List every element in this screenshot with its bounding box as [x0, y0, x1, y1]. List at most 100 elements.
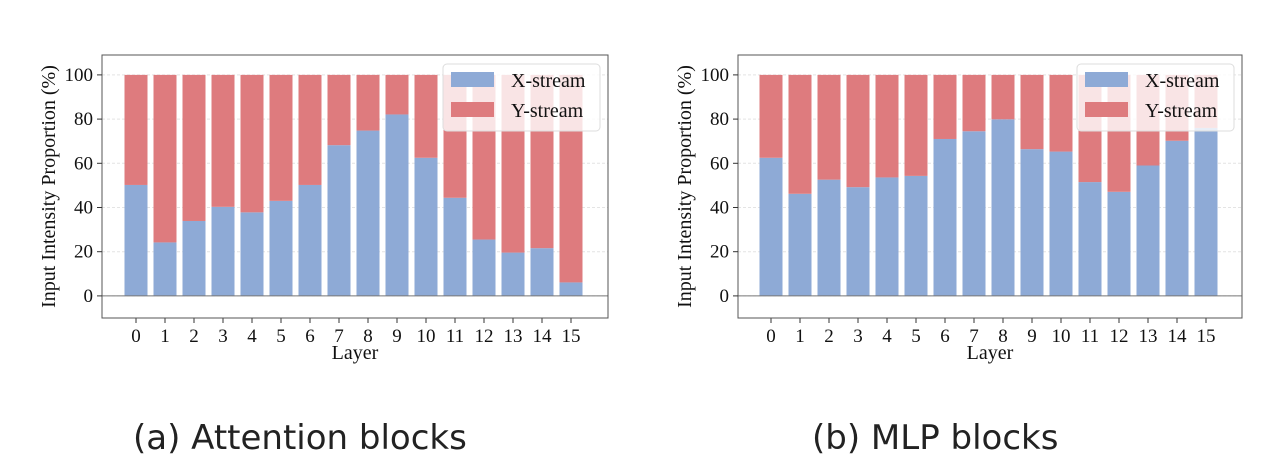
x-tick-label: 13	[504, 326, 523, 347]
bar-x-stream-7	[327, 145, 351, 296]
y-tick-label: 40	[74, 197, 93, 218]
x-tick-label: 14	[533, 326, 553, 347]
x-tick-label: 6	[305, 326, 315, 347]
x-tick-label: 5	[276, 326, 286, 347]
x-tick-label: 0	[766, 326, 776, 347]
bar-x-stream-9	[1020, 149, 1044, 296]
x-tick-label: 2	[824, 326, 834, 347]
chart-panel-1: 0 1 2 3 4 5 6 7 8 9 10 11 12 13 14 15020406080100LayerI…	[674, 54, 1243, 364]
bar-y-stream-4	[240, 74, 264, 213]
axes-frame	[101, 54, 609, 319]
bar-y-stream-4	[875, 74, 899, 178]
bar-x-stream-12	[472, 239, 496, 296]
x-tick-label: 13	[1139, 326, 1158, 347]
bar-y-stream-6	[933, 74, 957, 139]
bar-y-stream-2	[817, 74, 841, 180]
y-tick-label: 100	[65, 65, 94, 86]
legend: X-stream Y-stream	[1076, 63, 1235, 132]
y-tick-label: 0	[720, 286, 730, 307]
y-tick-label: 0	[84, 286, 94, 307]
bar-y-stream-1	[153, 74, 177, 243]
y-tick-label: 40	[710, 197, 729, 218]
x-tick-label: 15	[1197, 326, 1216, 347]
bar-y-stream-5	[904, 74, 928, 176]
bar-x-stream-13	[501, 252, 525, 296]
bar-x-stream-6	[933, 138, 957, 296]
x-tick-label: 1	[160, 326, 170, 347]
bar-y-stream-7	[327, 74, 351, 146]
y-axis-label: Input Intensity Proportion (%)	[38, 65, 60, 308]
x-tick-label: 2	[189, 326, 199, 347]
bar-x-stream-6	[298, 184, 322, 296]
x-tick-label: 7	[969, 326, 979, 347]
bar-x-stream-4	[875, 177, 899, 296]
bar-y-stream-2	[182, 74, 206, 221]
x-tick-label: 12	[1110, 326, 1129, 347]
chart-panel-0: 0 1 2 3 4 5 6 7 8 9 10 11 12 13 14 15020406080100LayerI…	[38, 54, 609, 364]
y-axis-label: Input Intensity Proportion (%)	[674, 65, 696, 308]
x-tick-label: 4	[247, 326, 257, 347]
bar-x-stream-3	[846, 187, 870, 296]
legend-label-y-stream: Y-stream	[1145, 100, 1218, 122]
bar-x-stream-2	[182, 220, 206, 296]
bar-x-stream-0	[124, 184, 148, 296]
x-axis-label: Layer	[967, 342, 1014, 364]
x-tick-label: 0	[131, 326, 141, 347]
bar-x-stream-15	[559, 282, 583, 296]
bar-y-stream-9	[1020, 74, 1044, 150]
x-tick-label: 12	[475, 326, 494, 347]
bar-y-stream-9	[385, 74, 409, 115]
x-tick-label: 15	[562, 326, 581, 347]
bar-x-stream-4	[240, 212, 264, 296]
bar-x-stream-11	[443, 197, 467, 296]
legend-label-y-stream: Y-stream	[511, 100, 584, 122]
x-tick-label: 9	[392, 326, 402, 347]
bar-x-stream-14	[1165, 140, 1189, 296]
bar-x-stream-3	[211, 206, 235, 296]
bar-x-stream-14	[530, 248, 554, 296]
bar-y-stream-3	[211, 74, 235, 207]
bar-x-stream-7	[962, 131, 986, 296]
y-tick-label: 20	[710, 242, 729, 263]
x-tick-label: 3	[218, 326, 228, 347]
y-tick-label: 60	[710, 153, 729, 174]
bar-y-stream-3	[846, 74, 870, 188]
legend-swatch-y-stream	[1085, 102, 1128, 117]
x-tick-label: 10	[1052, 326, 1071, 347]
x-tick-label: 11	[1081, 326, 1099, 347]
legend-swatch-x-stream	[451, 72, 494, 87]
x-tick-label: 5	[911, 326, 921, 347]
x-tick-label: 11	[446, 326, 464, 347]
bar-x-stream-11	[1078, 182, 1102, 296]
bar-y-stream-7	[962, 74, 986, 132]
bar-y-stream-8	[356, 74, 380, 131]
x-tick-label: 9	[1027, 326, 1037, 347]
legend-swatch-y-stream	[451, 102, 494, 117]
axes-frame	[737, 54, 1243, 319]
x-tick-label: 14	[1168, 326, 1188, 347]
bar-x-stream-5	[904, 175, 928, 296]
bar-x-stream-1	[153, 242, 177, 296]
bar-x-stream-9	[385, 114, 409, 296]
bar-x-stream-8	[991, 119, 1015, 296]
bar-x-stream-10	[414, 157, 438, 296]
legend: X-stream Y-stream	[442, 63, 601, 132]
legend-label-x-stream: X-stream	[1145, 70, 1220, 92]
bar-y-stream-1	[788, 74, 812, 194]
bar-x-stream-13	[1136, 165, 1160, 296]
y-tick-label: 80	[74, 109, 93, 130]
bar-x-stream-10	[1049, 151, 1073, 296]
x-tick-label: 8	[998, 326, 1008, 347]
caption-a: (a) Attention blocks	[133, 418, 467, 458]
legend-swatch-x-stream	[1085, 72, 1128, 87]
bar-x-stream-2	[817, 179, 841, 296]
bar-x-stream-12	[1107, 191, 1131, 296]
bar-x-stream-1	[788, 193, 812, 296]
x-tick-label: 8	[363, 326, 373, 347]
x-tick-label: 4	[882, 326, 892, 347]
y-tick-label: 60	[74, 153, 93, 174]
bar-y-stream-6	[298, 74, 322, 185]
x-tick-label: 6	[940, 326, 950, 347]
x-tick-label: 10	[417, 326, 436, 347]
